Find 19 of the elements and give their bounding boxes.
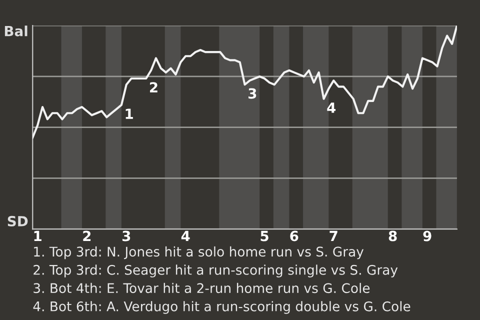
x-tick-label: 5 xyxy=(260,230,268,242)
x-tick-label: 9 xyxy=(423,230,432,242)
text: 4. Bot 6th: A. Verdugo hit a run-scoring double vs G. Cole xyxy=(33,301,410,314)
annotation: 4 xyxy=(327,102,336,113)
x-tick-label: 3 xyxy=(122,230,130,242)
text: 1. Top 3rd: N. Jones hit a solo home run vs S. Gray xyxy=(34,246,364,260)
text: 3. Bot 4th: E. Tovar hit a 2-run home run vs G. Cole xyxy=(34,282,370,294)
x-tick-label: 2 xyxy=(83,230,91,242)
x-tick-label: 4 xyxy=(181,230,190,242)
x-tick-label: 1 xyxy=(34,230,42,242)
text: Bal xyxy=(4,26,28,36)
annotation: 2 xyxy=(150,82,158,92)
text: 2. Top 3rd: C. Seager hit a run-scoring single vs S. Gray xyxy=(34,264,398,278)
x-tick-label: 8 xyxy=(388,230,397,242)
annotation: 3 xyxy=(248,88,256,99)
x-tick-label: 7 xyxy=(330,230,338,242)
text: SD xyxy=(8,216,28,226)
x-tick-label: 6 xyxy=(290,230,298,242)
annotation: 1 xyxy=(126,108,133,119)
